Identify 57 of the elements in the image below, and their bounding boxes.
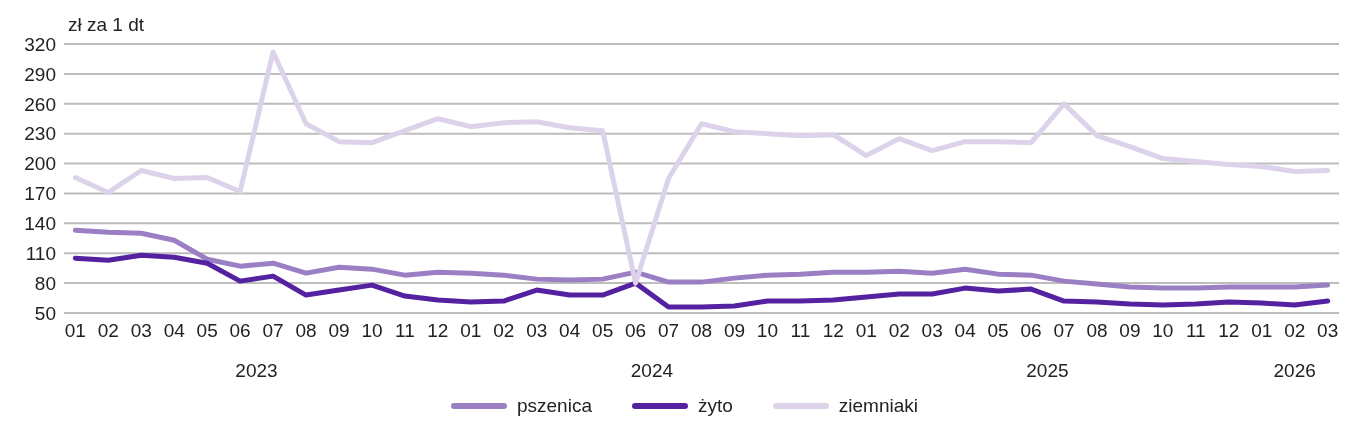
x-tick-label: 10 — [1152, 320, 1174, 341]
y-axis-title: zł za 1 dt — [68, 14, 145, 36]
x-tick-label: 08 — [295, 320, 317, 341]
legend-label: ziemniaki — [838, 395, 919, 417]
x-tick-label: 09 — [328, 320, 350, 341]
x-tick-label: 06 — [229, 320, 251, 341]
x-tick-label: 11 — [1185, 320, 1206, 341]
x-tick-label: 12 — [822, 320, 844, 341]
text: 2025 — [1026, 360, 1069, 381]
x-tick-label: 03 — [921, 320, 943, 341]
x-tick-label: 04 — [954, 320, 977, 341]
x-tick-label: 05 — [592, 320, 614, 341]
y-tick-label: 80 — [34, 272, 56, 294]
x-tick-label: 06 — [1020, 320, 1042, 341]
y-tick-label: 260 — [24, 93, 56, 115]
y-tick-label: 170 — [24, 183, 56, 205]
y-tick-label: 290 — [24, 63, 56, 85]
x-tick-label: 04 — [163, 320, 186, 341]
x-tick-label: 08 — [690, 320, 713, 341]
x-tick-label: 04 — [559, 320, 581, 341]
x-tick-label: 10 — [361, 320, 383, 341]
x-tick-label: 05 — [196, 320, 218, 341]
x-tick-label: 12 — [1218, 320, 1240, 341]
y-tick-label: 230 — [24, 123, 56, 145]
x-tick-label: 12 — [427, 320, 449, 341]
x-tick-label: 03 — [1317, 320, 1339, 341]
legend-label: pszenica — [516, 395, 592, 417]
x-tick-label: 07 — [657, 320, 680, 341]
legend-label: żyto — [697, 395, 733, 417]
y-tick-label: 50 — [34, 302, 56, 324]
x-tick-label: 09 — [723, 320, 746, 341]
y-tick-label: 140 — [24, 213, 56, 235]
x-tick-label: 02 — [97, 320, 119, 341]
x-tick-label: 03 — [130, 320, 152, 341]
text: 2023 — [235, 360, 278, 381]
x-tick-label: 01 — [1251, 320, 1273, 341]
y-tick-label: 320 — [24, 33, 56, 55]
x-tick-label: 02 — [1284, 320, 1306, 341]
x-tick-label: 05 — [987, 320, 1009, 341]
x-tick-label: 09 — [1119, 320, 1141, 341]
x-tick-label: 10 — [756, 320, 778, 341]
x-tick-label: 11 — [790, 320, 811, 341]
text: 2024 — [630, 360, 674, 381]
x-tick-label: 01 — [460, 320, 482, 341]
x-tick-label: 06 — [625, 320, 647, 341]
x-tick-label: 07 — [262, 320, 284, 341]
y-tick-label: 200 — [24, 153, 56, 175]
x-tick-label: 11 — [395, 320, 415, 341]
y-tick-label: 110 — [25, 242, 56, 264]
x-tick-label: 07 — [1053, 320, 1075, 341]
x-tick-label: 08 — [1086, 320, 1108, 341]
x-tick-label: 01 — [855, 320, 877, 341]
text: 2026 — [1273, 360, 1316, 381]
x-tick-label: 01 — [64, 320, 86, 341]
x-tick-label: 02 — [493, 320, 515, 341]
x-tick-label: 03 — [526, 320, 548, 341]
x-tick-label: 02 — [888, 320, 910, 341]
